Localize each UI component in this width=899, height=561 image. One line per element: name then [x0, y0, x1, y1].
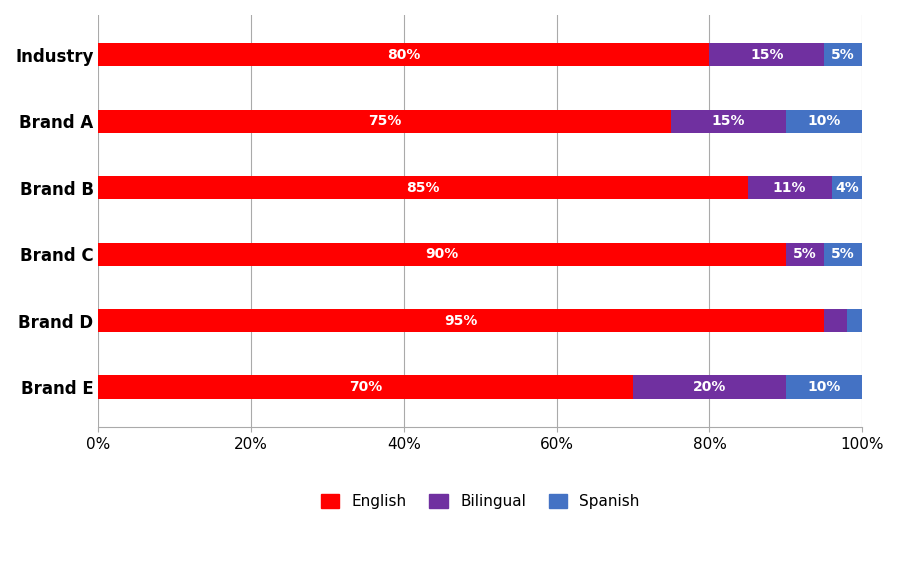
Bar [633, 375, 786, 399]
Text: 5%: 5% [793, 247, 817, 261]
Text: 15%: 15% [750, 48, 784, 62]
Text: 90%: 90% [425, 247, 458, 261]
Bar [786, 109, 862, 133]
Bar [824, 309, 847, 332]
Bar [98, 309, 824, 332]
Bar [709, 43, 824, 67]
Text: 10%: 10% [807, 380, 841, 394]
Bar [98, 176, 748, 199]
Text: 80%: 80% [387, 48, 421, 62]
Bar [672, 109, 786, 133]
Bar [847, 309, 862, 332]
Legend: English, Bilingual, Spanish: English, Bilingual, Spanish [315, 488, 645, 516]
Bar [98, 43, 709, 67]
Text: 15%: 15% [712, 114, 745, 128]
Text: 20%: 20% [693, 380, 726, 394]
Bar [824, 242, 862, 266]
Text: 75%: 75% [368, 114, 402, 128]
Text: 10%: 10% [807, 114, 841, 128]
Bar [98, 242, 786, 266]
Text: 4%: 4% [835, 181, 859, 195]
Text: 95%: 95% [444, 314, 478, 328]
Text: 5%: 5% [832, 48, 855, 62]
Text: 70%: 70% [349, 380, 382, 394]
Bar [824, 43, 862, 67]
Bar [786, 375, 862, 399]
Bar [748, 176, 832, 199]
Bar [786, 242, 824, 266]
Text: 5%: 5% [832, 247, 855, 261]
Text: 11%: 11% [773, 181, 806, 195]
Bar [832, 176, 862, 199]
Text: 85%: 85% [406, 181, 440, 195]
Bar [98, 109, 672, 133]
Bar [98, 375, 633, 399]
